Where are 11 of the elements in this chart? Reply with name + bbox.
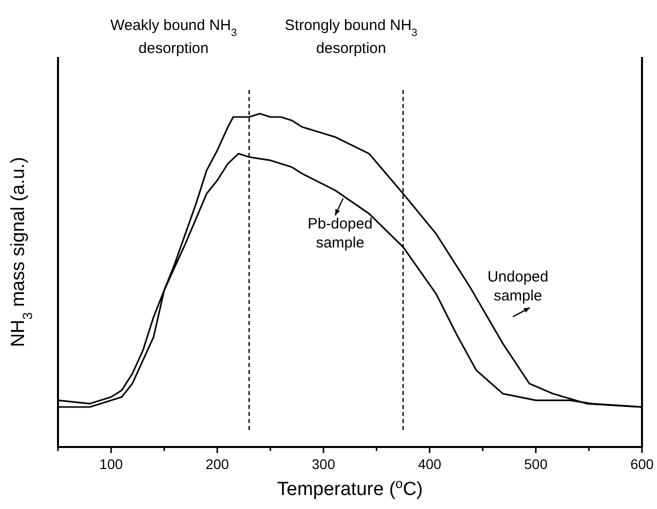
x-tick-label: 300 <box>312 456 336 472</box>
series-label: Undoped sample <box>487 268 548 305</box>
x-tick-label: 500 <box>524 456 548 472</box>
x-tick-label: 100 <box>99 456 123 472</box>
text: Strongly bound NH$_{3}$ desorption <box>284 17 418 57</box>
x-tick-label: 400 <box>418 456 442 472</box>
x-axis-title: Temperature ($^{o}$C) <box>277 476 423 500</box>
x-tick-label: 600 <box>630 456 654 472</box>
text: Weakly bound NH$_{3}$ desorption <box>110 17 237 57</box>
legend-label: Pb-doped sample <box>308 215 373 252</box>
x-tick-label: 200 <box>206 456 230 472</box>
